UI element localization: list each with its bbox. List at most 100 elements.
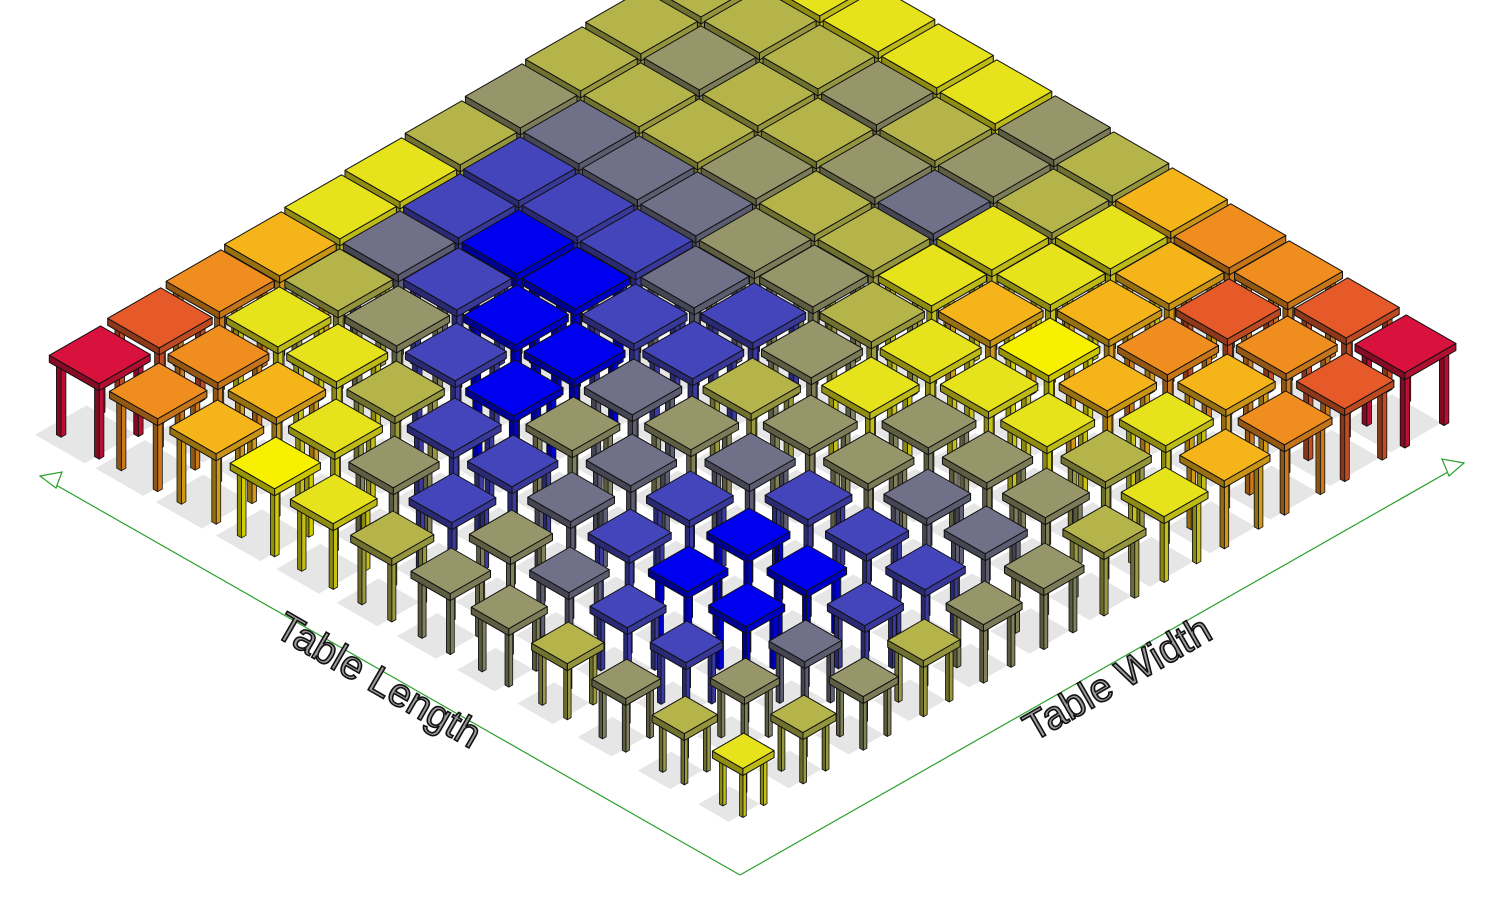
table-top: [759, 170, 872, 236]
table: [48, 325, 151, 460]
table-top: [523, 321, 626, 381]
table-top: [764, 469, 853, 521]
table-top: [463, 284, 569, 346]
table-leg: [508, 628, 514, 688]
table-leg: [1006, 609, 1012, 668]
table-top: [877, 243, 987, 307]
table-top: [1235, 315, 1338, 375]
table-leg: [1339, 408, 1346, 483]
table-leg: [269, 488, 276, 558]
table: [289, 473, 378, 590]
table-leg: [211, 453, 217, 525]
table-leg: [120, 397, 127, 472]
table-leg: [328, 523, 334, 590]
table: [828, 656, 899, 751]
table-top: [647, 545, 729, 593]
table-top: [704, 0, 817, 54]
table-top: [467, 434, 559, 488]
table-shadow: [1340, 394, 1442, 453]
table-top: [527, 471, 615, 523]
table: [770, 694, 837, 785]
table-top: [704, 432, 796, 486]
table-leg: [1219, 480, 1225, 550]
table-leg: [649, 685, 654, 739]
table: [651, 695, 718, 786]
table-top: [1062, 504, 1147, 554]
table-top: [700, 134, 814, 200]
table: [766, 544, 848, 652]
table-top: [289, 473, 378, 525]
table-top: [670, 0, 732, 18]
table-shadow: [1223, 465, 1318, 520]
table-leg: [1163, 516, 1169, 583]
table-top: [943, 505, 1028, 555]
table-leg: [1134, 535, 1140, 599]
table-leg: [799, 733, 804, 785]
table-top: [470, 584, 548, 630]
table-top: [589, 583, 667, 629]
table: [350, 510, 435, 623]
table-leg: [1103, 552, 1109, 617]
table-top: [342, 210, 456, 276]
table-leg: [706, 721, 711, 773]
table-top: [404, 322, 507, 382]
table-leg: [1192, 498, 1197, 565]
table-top: [225, 286, 332, 348]
table-leg: [1159, 516, 1165, 583]
table-top: [1296, 352, 1395, 410]
table-top: [585, 0, 698, 55]
table-top: [465, 359, 564, 417]
table-top: [1173, 203, 1287, 269]
table-shadow: [1282, 430, 1380, 486]
table-top: [406, 397, 502, 453]
table: [642, 320, 745, 455]
table-top: [791, 0, 849, 17]
table-top: [1175, 278, 1281, 340]
table-top: [940, 355, 1039, 413]
table-leg: [948, 646, 954, 703]
table-top: [760, 97, 874, 163]
table-leg: [1319, 424, 1326, 496]
table-top: [640, 245, 750, 309]
table-shadow: [698, 786, 760, 822]
table-top: [762, 24, 876, 90]
table-leg: [477, 613, 483, 673]
table-leg: [361, 541, 367, 606]
table-top: [1177, 353, 1276, 411]
table-top: [165, 249, 275, 313]
table-leg: [836, 683, 841, 738]
table-leg: [825, 720, 830, 772]
table: [996, 242, 1106, 386]
table-top: [1120, 466, 1209, 518]
table-leg: [1284, 444, 1290, 516]
table-top: [651, 695, 718, 735]
table-leg: [332, 523, 338, 590]
table-top: [642, 98, 755, 164]
table-top: [1294, 277, 1400, 339]
table-top: [1115, 241, 1225, 305]
table-top: [284, 248, 394, 312]
table-shadow: [95, 440, 193, 496]
table-leg: [98, 383, 105, 460]
table-leg: [417, 577, 423, 639]
table-top: [879, 318, 982, 378]
table-leg: [56, 361, 62, 438]
table-top: [941, 430, 1034, 484]
width-axis-line: [739, 463, 1463, 876]
table-top: [288, 398, 383, 454]
table-top: [404, 100, 518, 166]
table-top: [1002, 467, 1090, 519]
table-top: [521, 172, 635, 238]
table-top: [523, 99, 636, 165]
table-leg: [563, 664, 568, 721]
table-top: [881, 393, 977, 449]
table-leg: [1258, 461, 1264, 530]
table-top: [883, 468, 972, 520]
table-top: [582, 283, 688, 345]
table-top: [640, 171, 753, 237]
table-top: [825, 506, 910, 556]
table-top: [649, 620, 724, 664]
table-top: [1179, 428, 1271, 482]
table-top: [877, 169, 991, 235]
table-leg: [717, 684, 722, 739]
